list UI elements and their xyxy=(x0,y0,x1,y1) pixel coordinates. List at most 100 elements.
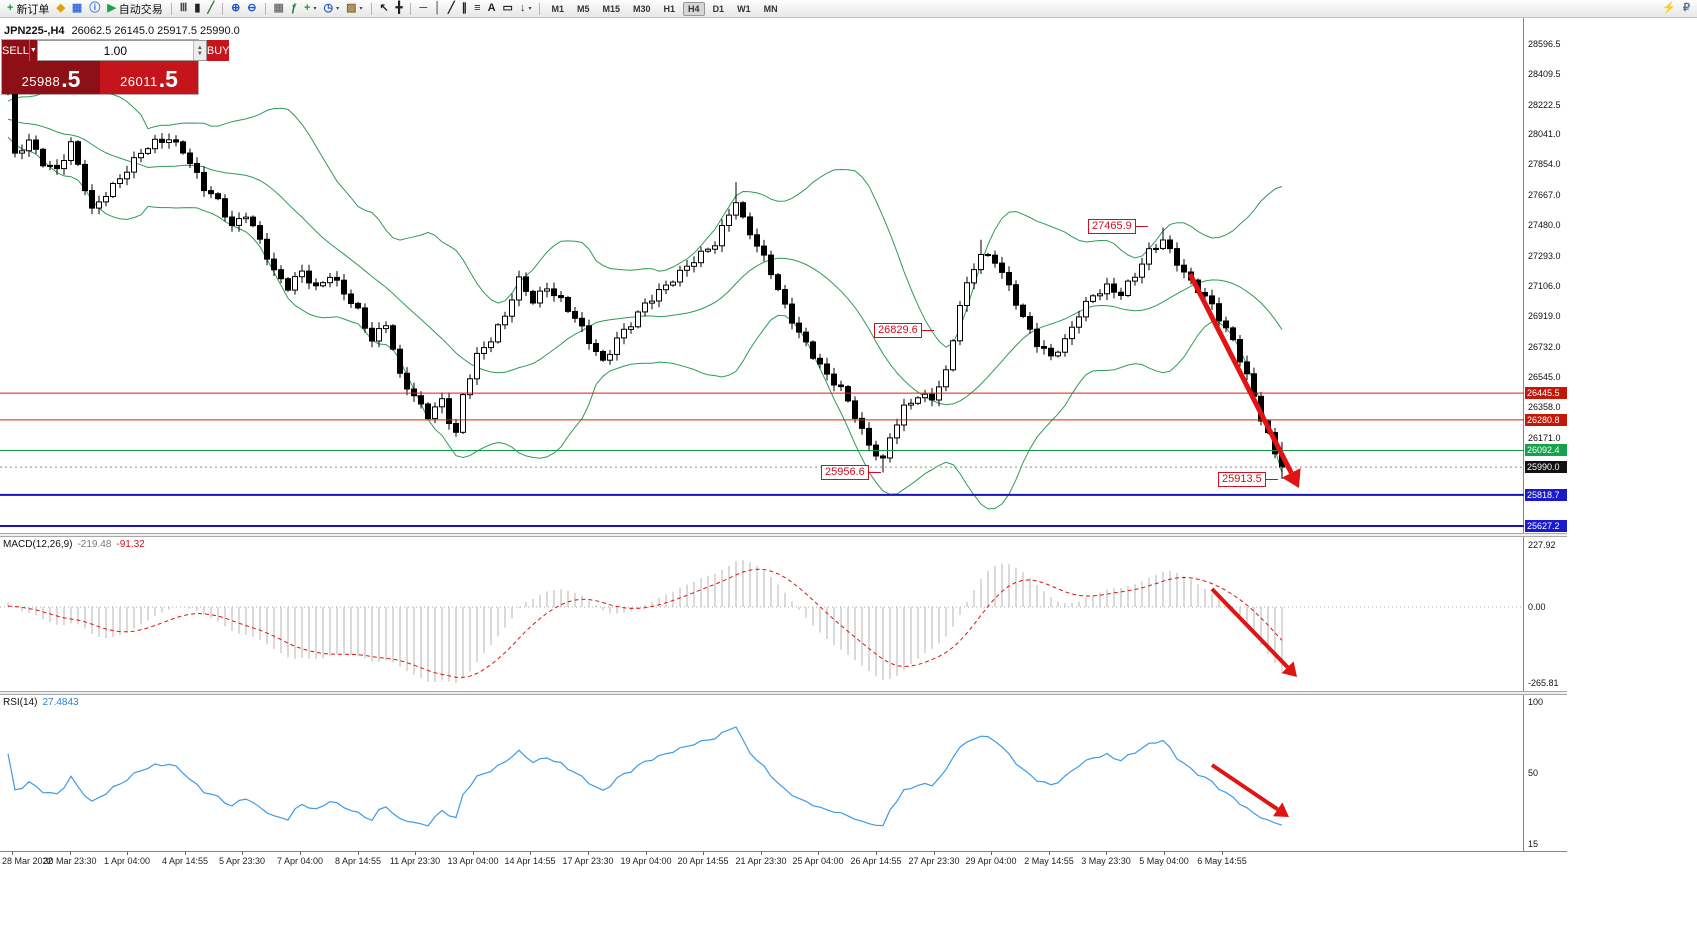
callout-tick xyxy=(1265,479,1278,480)
periods-icon: ◷ xyxy=(323,2,334,14)
toolbar-bar-chart-button[interactable]: Ⅲ xyxy=(177,1,191,17)
toolbar-auto-trading-button[interactable]: ▶ 自动交易 xyxy=(104,1,165,17)
price-callout-27465.9[interactable]: 27465.9 xyxy=(1088,219,1148,234)
macd-scale-label: 0.00 xyxy=(1528,602,1546,612)
time-label: 30 Mar 23:30 xyxy=(43,856,97,866)
toolbar-ruble-widget-button[interactable]: ₽ xyxy=(1680,1,1693,17)
toolbar-chart-profile-button[interactable]: ◆ xyxy=(53,1,67,17)
time-label: 13 Apr 04:00 xyxy=(447,856,499,866)
price-callout-25913.5[interactable]: 25913.5 xyxy=(1218,472,1278,487)
toolbar-tile-windows-button[interactable]: ▦ xyxy=(271,1,287,17)
macd-scale[interactable]: 227.92 0.00 -265.81 xyxy=(1525,537,1567,691)
sell-dropdown-button[interactable]: ▼ xyxy=(28,40,37,61)
price-callout-26829.6[interactable]: 26829.6 xyxy=(874,323,934,338)
time-axis[interactable]: 28 Mar 2022 30 Mar 23:30 1 Apr 04:00 4 Apr … xyxy=(0,851,1567,869)
timeframe-m5-button[interactable]: M5 xyxy=(576,3,590,14)
volume-box: ▲ ▼ xyxy=(36,40,207,61)
time-label: 27 Apr 23:30 xyxy=(908,856,960,866)
sell-price-frac: .5 xyxy=(61,66,81,92)
toolbar-equidistant-channel-button[interactable]: ∥ xyxy=(459,1,471,17)
sell-price[interactable]: 25988 .5 xyxy=(2,61,100,94)
volume-input[interactable] xyxy=(37,41,193,60)
toolbar-cursor-button[interactable]: ↖ xyxy=(377,1,392,17)
toolbar-vertical-line-button[interactable]: │ xyxy=(431,1,444,17)
line-chart-icon: ╱ xyxy=(207,2,215,14)
timeframe-h4-button[interactable]: H4 xyxy=(683,1,705,16)
price-chart-plot[interactable]: JPN225-,H4 26062.5 26145.0 25917.5 25990… xyxy=(0,18,1524,533)
toolbar-market-watch-button[interactable]: ▦ xyxy=(69,1,85,17)
time-tick xyxy=(646,852,647,855)
price-scale-label: 27854.0 xyxy=(1528,159,1561,169)
rsi-name: RSI(14) xyxy=(3,697,38,708)
time-tick xyxy=(1222,852,1223,855)
time-label: 4 Apr 14:55 xyxy=(161,856,209,866)
toolbar-indicator-list-button[interactable]: ƒ xyxy=(288,1,300,17)
toolbar-crosshair-button[interactable]: ╋ xyxy=(393,1,406,17)
macd-scale-label: 227.92 xyxy=(1528,540,1556,550)
toolbar-zoom-in-button[interactable]: ⊕ xyxy=(228,1,243,17)
price-marker-26445.5: 26445.5 xyxy=(1525,387,1567,399)
timeframe-mn-button[interactable]: MN xyxy=(763,3,778,14)
toolbar-arrows-tool-button[interactable]: ↓ ▾ xyxy=(517,1,535,17)
time-tick xyxy=(991,852,992,855)
window-separator[interactable] xyxy=(0,691,1567,695)
callout-tick xyxy=(1135,226,1148,227)
time-tick xyxy=(1049,852,1050,855)
timeframe-m15-button[interactable]: M15 xyxy=(602,3,621,14)
buy-price[interactable]: 26011 .5 xyxy=(100,61,198,94)
price-marker-25627.2: 25627.2 xyxy=(1525,520,1567,532)
spinner-up-icon[interactable]: ▲ xyxy=(196,44,203,51)
toolbar-zoom-out-button[interactable]: ⊖ xyxy=(244,1,259,17)
buy-price-main: 26011 xyxy=(120,74,158,89)
toolbar-template-button[interactable]: ▨ ▾ xyxy=(343,1,365,17)
timeframe-m1-button[interactable]: M1 xyxy=(551,3,564,14)
timeframe-w1-button[interactable]: W1 xyxy=(737,3,751,14)
price-callout-25956.6[interactable]: 25956.6 xyxy=(821,465,881,480)
zoom-in-icon: ⊕ xyxy=(231,2,241,14)
ruble-widget-icon: ₽ xyxy=(1683,2,1690,14)
toolbar-fibonacci-button[interactable]: ≡ xyxy=(471,1,483,17)
toolbar-text-button[interactable]: A xyxy=(485,1,499,17)
sell-button[interactable]: SELL xyxy=(2,40,29,61)
price-scale-label: 26545.0 xyxy=(1528,372,1561,382)
toolbar-text-label-button[interactable]: ▭ xyxy=(500,1,516,17)
volume-stepper[interactable]: ▲ ▼ xyxy=(192,41,206,60)
timeframe-h1-button[interactable]: H1 xyxy=(663,3,676,14)
auto-trading-icon: ▶ xyxy=(107,2,116,14)
time-label: 7 Apr 04:00 xyxy=(276,856,324,866)
vertical-line-icon: │ xyxy=(434,2,442,14)
time-tick xyxy=(70,852,71,855)
price-scale-label: 28222.5 xyxy=(1528,100,1561,110)
toolbar-separator xyxy=(170,2,172,15)
add-indicator-dropdown-icon: ▾ xyxy=(313,6,317,12)
template-icon: ▨ xyxy=(346,2,357,14)
time-label: 21 Apr 23:30 xyxy=(735,856,787,866)
toolbar-periods-button[interactable]: ◷ ▾ xyxy=(320,1,342,17)
toolbar-horizontal-line-button[interactable]: ─ xyxy=(416,1,430,17)
macd-panel[interactable]: MACD(12,26,9) -219.48 -91.32 xyxy=(0,537,1524,691)
macd-name: MACD(12,26,9) xyxy=(3,539,73,550)
time-tick xyxy=(242,852,243,855)
toolbar-line-chart-button[interactable]: ╱ xyxy=(204,1,217,17)
one-click-trading-panel: SELL ▼ ▲ ▼ BUY 25988 .5 26011 xyxy=(2,40,230,94)
toolbar-trendline-button[interactable]: ╱ xyxy=(445,1,458,17)
toolbar-candlestick-chart-button[interactable]: ▮ xyxy=(191,1,203,17)
rsi-panel[interactable]: RSI(14) 27.4843 xyxy=(0,695,1524,851)
toolbar-new-order-button[interactable]: + 新订单 xyxy=(4,1,52,17)
fibonacci-icon: ≡ xyxy=(474,2,481,14)
rsi-scale[interactable]: 100 50 15 xyxy=(1525,695,1567,851)
toolbar-data-window-button[interactable]: ⓘ xyxy=(86,1,103,17)
macd-main-value: -219.48 xyxy=(77,539,112,550)
toolbar-add-indicator-button[interactable]: + ▾ xyxy=(301,1,319,17)
symbol-period-label: JPN225-,H4 xyxy=(4,25,65,37)
buy-button[interactable]: BUY xyxy=(206,40,230,61)
price-scale[interactable]: 28596.5 28409.5 28222.5 28041.0 27854.0 27667… xyxy=(1525,18,1567,533)
spinner-down-icon[interactable]: ▼ xyxy=(196,50,203,57)
timeframe-d1-button[interactable]: D1 xyxy=(712,3,725,14)
timeframe-m30-button[interactable]: M30 xyxy=(633,3,651,14)
time-label: 11 Apr 23:30 xyxy=(389,856,441,866)
zoom-out-icon: ⊖ xyxy=(247,2,257,14)
toolbar-quick-trade-button[interactable]: ⚡ xyxy=(1659,1,1679,17)
window-separator[interactable] xyxy=(0,533,1567,537)
